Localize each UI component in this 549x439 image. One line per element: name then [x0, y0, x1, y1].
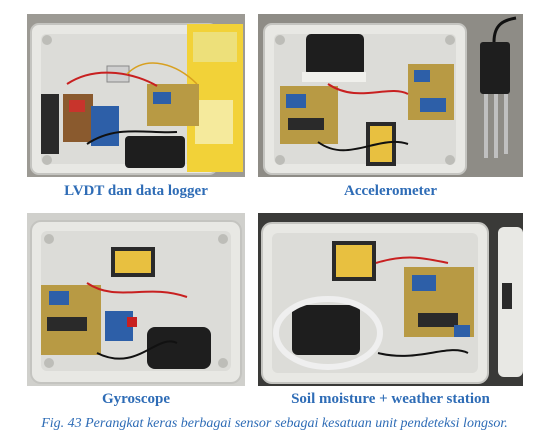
caption-accelerometer: Accelerometer	[344, 183, 437, 199]
photo-lvdt-data-logger	[27, 14, 245, 177]
figure-caption: Fig. 43 Perangkat keras berbagai sensor …	[41, 416, 508, 431]
photo-soil-moisture-weather-station	[258, 213, 523, 386]
photo-soil-moisture-illustration	[258, 213, 523, 386]
caption-lvdt-data-logger: LVDT dan data logger	[64, 183, 208, 199]
caption-gyroscope: Gyroscope	[101, 391, 171, 407]
photo-gyroscope	[27, 213, 245, 386]
photo-accelerometer	[258, 14, 523, 177]
photo-accelerometer-illustration	[258, 14, 523, 177]
photo-gyroscope-illustration	[27, 213, 245, 386]
photo-lvdt-illustration	[27, 14, 245, 177]
caption-soil-moisture-weather-station: Soil moisture + weather station	[291, 391, 490, 407]
